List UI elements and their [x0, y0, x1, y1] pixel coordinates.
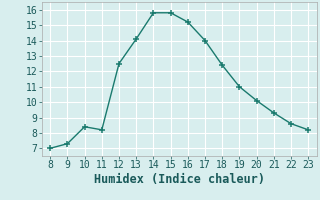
X-axis label: Humidex (Indice chaleur): Humidex (Indice chaleur) — [94, 173, 265, 186]
